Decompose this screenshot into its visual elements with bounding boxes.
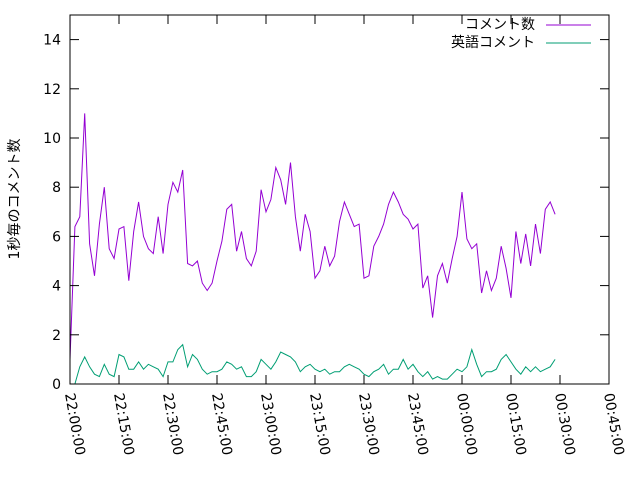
series-line-1	[69, 113, 556, 360]
plot-frame	[69, 14, 610, 385]
x-tick-label: 22:30:00	[159, 392, 186, 457]
x-tick-label: 22:45:00	[208, 392, 235, 457]
x-tick-label: 23:00:00	[257, 392, 284, 457]
x-tick-label: 22:15:00	[110, 392, 137, 457]
y-tick-label: 0	[52, 377, 61, 393]
y-tick-label: 8	[52, 180, 61, 196]
x-tick-label: 00:45:00	[600, 392, 627, 457]
x-tick-label: 23:30:00	[355, 392, 382, 457]
y-tick-label: 2	[52, 328, 61, 344]
x-tick-label: 23:15:00	[306, 392, 333, 457]
y-axis-label: 1秒毎のコメント数	[7, 139, 23, 260]
x-tick-label: 23:45:00	[404, 392, 431, 457]
plot-lines	[69, 113, 556, 385]
x-tick-label: 00:15:00	[502, 392, 529, 457]
x-tick-label: 00:00:00	[453, 392, 480, 457]
y-tick-label: 12	[43, 82, 61, 98]
x-tick-label: 22:00:00	[61, 392, 88, 457]
y-tick-label: 4	[52, 279, 61, 295]
y-axis: 0 2 4 6 8 10 12 14	[43, 33, 609, 393]
legend-label-series-1: コメント数	[465, 17, 535, 33]
x-tick-label: 00:30:00	[551, 392, 578, 457]
y-tick-label: 10	[43, 131, 61, 147]
y-tick-label: 14	[43, 33, 61, 49]
series-line-2	[70, 343, 556, 385]
legend-label-series-2: 英語コメント	[451, 34, 535, 51]
legend: コメント数 英語コメント	[451, 17, 591, 51]
y-tick-label: 6	[52, 229, 61, 245]
